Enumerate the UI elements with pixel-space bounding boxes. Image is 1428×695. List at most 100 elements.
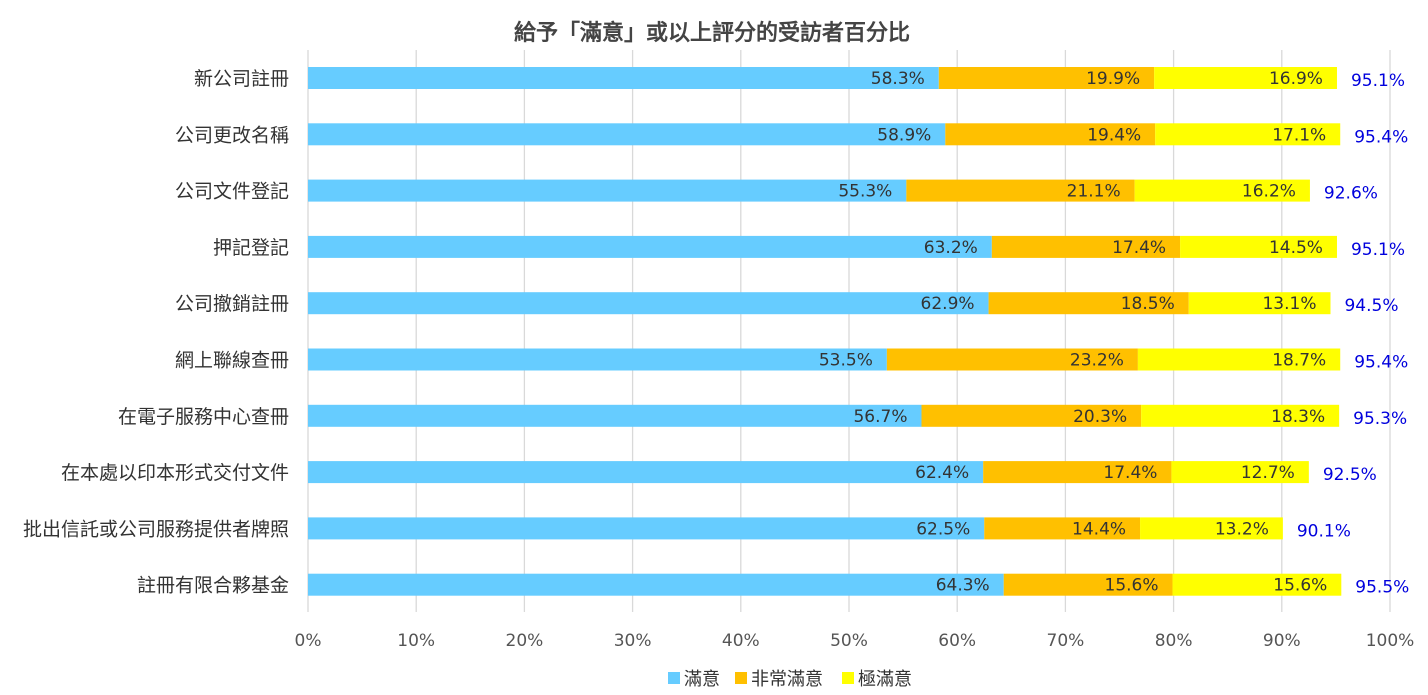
x-tick-label: 90%	[1263, 631, 1301, 651]
total-label: 94.5%	[1344, 296, 1398, 316]
total-label: 95.1%	[1351, 240, 1405, 260]
bar-segment	[1188, 292, 1331, 315]
x-tick-label: 30%	[614, 631, 652, 651]
data-labels: 58.3% 19.9% 16.9% 95.1% 58.9% 19.4% 17.1% 95.4%…	[819, 69, 1409, 598]
data-label: 16.9%	[1269, 69, 1323, 89]
data-label: 19.9%	[1086, 69, 1140, 89]
data-label: 23.2%	[1070, 351, 1124, 371]
x-tick-label: 100%	[1366, 631, 1415, 651]
bar-segment	[308, 179, 907, 202]
data-label: 21.1%	[1067, 182, 1121, 202]
data-label: 58.3%	[871, 69, 925, 89]
total-label: 92.5%	[1323, 465, 1377, 485]
data-label: 64.3%	[936, 576, 990, 596]
data-label: 18.7%	[1272, 351, 1326, 371]
data-label: 56.7%	[853, 407, 907, 427]
total-label: 92.6%	[1324, 184, 1378, 204]
category-label: 在電子服務中心查冊	[118, 406, 289, 428]
bar-segment	[1137, 348, 1341, 371]
total-label: 90.1%	[1297, 521, 1351, 541]
total-label: 95.4%	[1354, 353, 1408, 373]
category-label: 在本處以印本形式交付文件	[61, 462, 289, 484]
data-label: 17.4%	[1112, 238, 1166, 258]
data-label: 20.3%	[1073, 407, 1127, 427]
data-label: 17.1%	[1272, 125, 1326, 145]
bar-segment	[984, 517, 1141, 540]
bar-segment	[1180, 235, 1337, 258]
category-label: 新公司註冊	[194, 68, 289, 90]
bar-segment	[308, 348, 887, 371]
bar-segment	[1171, 461, 1309, 484]
data-label: 63.2%	[924, 238, 978, 258]
category-label: 註冊有限合夥基金	[137, 575, 289, 597]
bar-segment	[308, 67, 939, 89]
data-label: 16.2%	[1242, 182, 1296, 202]
bar-segment	[1134, 179, 1310, 202]
legend: 滿意 非常滿意 極滿意	[668, 669, 912, 690]
legend-swatch	[842, 672, 854, 684]
bar-segment	[1141, 404, 1340, 427]
total-label: 95.1%	[1351, 71, 1405, 91]
data-label: 19.4%	[1087, 125, 1141, 145]
bar-segment	[886, 348, 1138, 371]
x-tick-label: 0%	[295, 631, 322, 651]
bar-segment	[308, 573, 1004, 596]
x-tick-label: 60%	[938, 631, 976, 651]
data-label: 62.9%	[921, 294, 975, 314]
data-label: 18.5%	[1121, 294, 1175, 314]
bar-segment	[1155, 123, 1341, 146]
data-label: 62.5%	[916, 519, 970, 539]
bar-segment	[308, 517, 985, 540]
category-label: 公司文件登記	[175, 181, 289, 203]
legend-swatch	[735, 672, 747, 684]
legend-label: 非常滿意	[751, 669, 823, 690]
x-tick-label: 20%	[506, 631, 544, 651]
category-label: 押記登記	[213, 237, 289, 259]
x-tick-label: 40%	[722, 631, 760, 651]
data-label: 15.6%	[1105, 576, 1159, 596]
bar-segment	[1172, 573, 1342, 596]
bars	[308, 67, 1342, 596]
legend-label: 滿意	[684, 669, 720, 690]
bar-segment	[308, 404, 922, 427]
data-label: 14.5%	[1269, 238, 1323, 258]
total-label: 95.5%	[1355, 578, 1409, 598]
data-label: 18.3%	[1271, 407, 1325, 427]
legend-label: 極滿意	[858, 669, 912, 690]
x-tick-label: 50%	[830, 631, 868, 651]
chart-title: 給予「滿意」或以上評分的受訪者百分比	[514, 20, 910, 46]
x-tick-label: 80%	[1155, 631, 1193, 651]
category-label: 公司撤銷註冊	[175, 293, 289, 315]
total-label: 95.4%	[1354, 127, 1408, 147]
data-label: 53.5%	[819, 351, 873, 371]
data-label: 12.7%	[1241, 463, 1295, 483]
bar-segment	[1154, 67, 1337, 89]
bar-segment	[906, 179, 1135, 202]
bar-segment	[308, 235, 992, 258]
category-label: 網上聯線查冊	[175, 350, 289, 372]
data-label: 13.1%	[1262, 294, 1316, 314]
total-label: 95.3%	[1353, 409, 1407, 429]
x-axis-ticks: 0% 10% 20% 30% 40% 50% 60% 70% 80% 90% 100%	[295, 631, 1415, 651]
bar-segment	[945, 123, 1156, 146]
data-label: 62.4%	[915, 463, 969, 483]
data-label: 58.9%	[877, 125, 931, 145]
x-tick-label: 10%	[397, 631, 435, 651]
category-labels: 新公司註冊公司更改名稱公司文件登記押記登記公司撤銷註冊網上聯線查冊在電子服務中心…	[23, 68, 289, 597]
bar-segment	[988, 292, 1189, 315]
legend-swatch	[668, 672, 680, 684]
bar-segment	[1003, 573, 1173, 596]
bar-segment	[991, 235, 1181, 258]
bar-segment	[308, 461, 984, 484]
data-label: 13.2%	[1215, 519, 1269, 539]
bar-segment	[308, 292, 989, 315]
data-label: 55.3%	[838, 182, 892, 202]
data-label: 17.4%	[1103, 463, 1157, 483]
category-label: 批出信託或公司服務提供者牌照	[23, 518, 289, 540]
data-label: 15.6%	[1273, 576, 1327, 596]
category-label: 公司更改名稱	[175, 124, 289, 146]
bar-segment	[921, 404, 1142, 427]
bar-segment	[983, 461, 1172, 484]
x-tick-label: 70%	[1047, 631, 1085, 651]
